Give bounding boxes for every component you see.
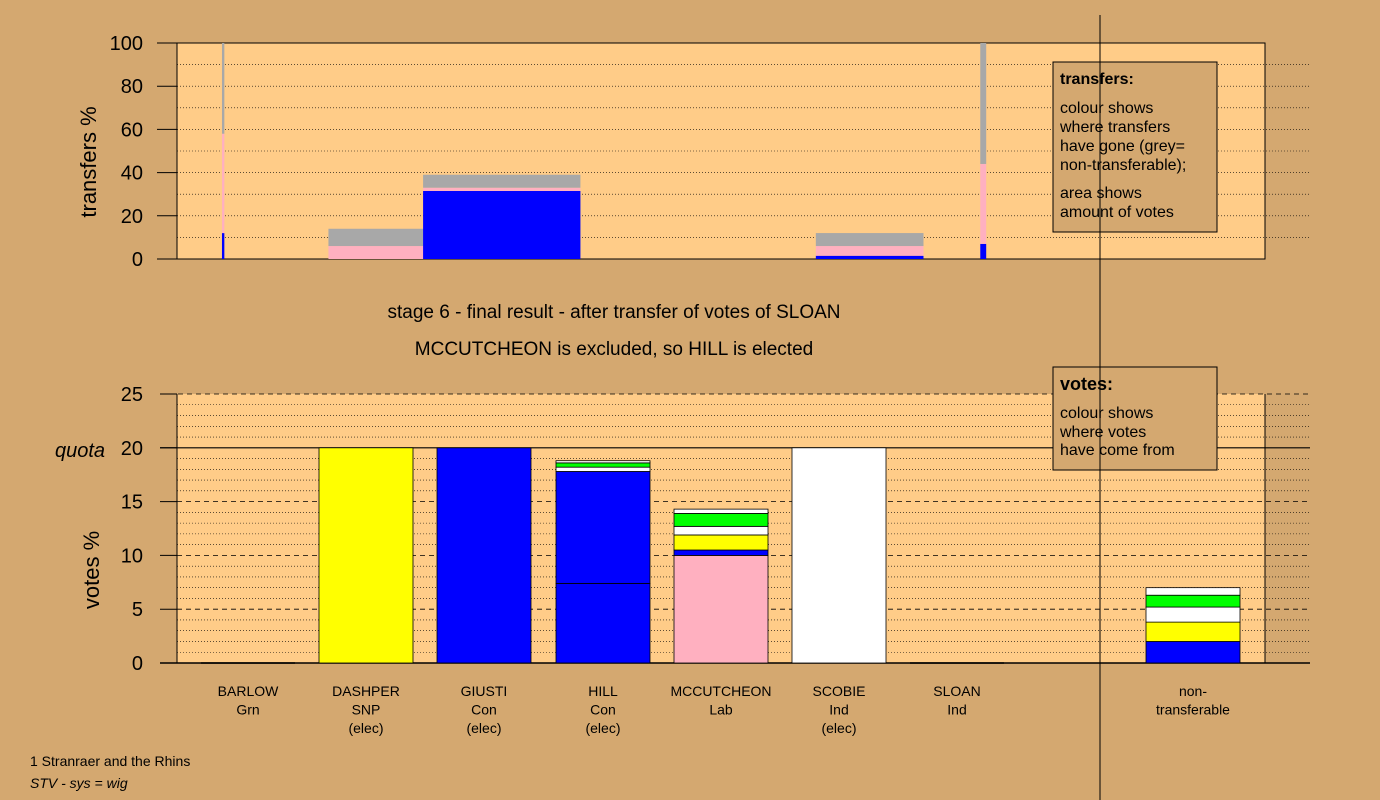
- transfer-bar-segment: [980, 163, 987, 244]
- votes-legend-line: colour shows: [1060, 405, 1153, 422]
- transfers-legend-line: colour shows: [1060, 100, 1153, 117]
- candidate-label: GIUSTI: [461, 683, 508, 699]
- vote-bar-segment: [673, 534, 769, 551]
- transfer-bar-segment: [423, 174, 581, 188]
- vote-bar-segment: [791, 447, 887, 664]
- transfers-legend: transfers: colour shows where transfers …: [1052, 61, 1218, 233]
- transfer-bar-segment: [328, 246, 439, 259]
- votes-tick-label: 20: [121, 438, 143, 460]
- vote-bar-segment: [1145, 594, 1241, 608]
- votes-bars: [201, 447, 1241, 664]
- candidate-label: Grn: [236, 702, 259, 718]
- transfers-legend-line: amount of votes: [1060, 204, 1174, 221]
- transfers-tick-label: 100: [110, 33, 143, 55]
- candidate-label: Ind: [947, 702, 966, 718]
- candidate-label: Con: [471, 702, 497, 718]
- vote-bar-segment: [555, 460, 651, 464]
- footer-system: STV - sys = wig: [30, 775, 128, 791]
- quota-label: quota: [55, 440, 105, 462]
- votes-tick-label: 10: [121, 545, 143, 567]
- transfer-bar-segment: [980, 243, 987, 259]
- transfers-legend-line: area shows: [1060, 185, 1142, 202]
- transfers-legend-line: non-transferable);: [1060, 157, 1186, 174]
- vote-bar-segment: [555, 582, 651, 664]
- vote-bar-segment: [673, 513, 769, 527]
- votes-tick-label: 0: [132, 653, 143, 675]
- transfer-bar-segment: [980, 43, 987, 164]
- vote-bar-segment: [555, 471, 651, 584]
- transfers-legend-line: have gone (grey=: [1060, 138, 1185, 155]
- candidate-label: SCOBIE: [813, 683, 866, 699]
- vote-bar-segment: [555, 462, 651, 468]
- vote-bar-segment: [555, 466, 651, 472]
- vote-bar-segment: [318, 447, 414, 664]
- votes-category-labels: BARLOW Grn DASHPER SNP (elec) GIUSTI Con (elec)…: [218, 683, 1231, 736]
- vote-bar-segment: [673, 549, 769, 556]
- transfers-y-axis-label: transfers %: [76, 106, 101, 217]
- votes-tick-label: 5: [132, 599, 143, 621]
- vote-bar-segment: [673, 525, 769, 536]
- transfers-legend-line: where transfers: [1059, 119, 1170, 136]
- vote-bar-segment: [1145, 641, 1241, 664]
- transfer-bar-segment: [423, 190, 581, 259]
- candidate-label: Lab: [709, 702, 733, 718]
- candidate-label: (elec): [466, 720, 501, 736]
- candidate-label: Con: [590, 702, 616, 718]
- votes-legend-title: votes:: [1060, 374, 1113, 394]
- candidate-label: (elec): [821, 720, 856, 736]
- candidate-label: (elec): [348, 720, 383, 736]
- votes-legend-line: have come from: [1060, 442, 1175, 459]
- stage-caption: stage 6 - final result - after transfer …: [387, 302, 840, 323]
- votes-y-ticks: 0 5 10 15 20 25: [121, 384, 177, 675]
- transfers-chart: 0 20 40 60 80 100 transfers % transfers: colo…: [76, 33, 1310, 271]
- transfer-bar-segment: [815, 255, 924, 259]
- transfers-legend-title: transfers:: [1060, 71, 1134, 88]
- transfers-tick-label: 0: [132, 249, 143, 271]
- transfers-y-ticks: 0 20 40 60 80 100: [110, 33, 177, 271]
- transfer-bar-segment: [815, 233, 924, 247]
- transfers-bars: [221, 43, 987, 259]
- outcome-caption: MCCUTCHEON is excluded, so HILL is elect…: [415, 339, 813, 360]
- candidate-label: MCCUTCHEON: [670, 683, 771, 699]
- candidate-label: HILL: [588, 683, 618, 699]
- vote-bar-segment: [1145, 606, 1241, 623]
- vote-bar-segment: [673, 555, 769, 664]
- transfer-bar-segment: [815, 246, 924, 256]
- votes-chart: 0 5 10 15 20 25 quota votes % BARLOW Grn DASHPE…: [55, 366, 1310, 736]
- votes-tick-label: 25: [121, 384, 143, 406]
- candidate-label: (elec): [585, 720, 620, 736]
- candidate-label: transferable: [1156, 702, 1230, 718]
- transfer-bar-segment: [221, 233, 225, 259]
- transfer-bar-segment: [221, 43, 225, 134]
- transfers-tick-label: 60: [121, 119, 143, 141]
- votes-legend: votes: colour shows where votes have com…: [1052, 366, 1218, 471]
- candidate-label: SLOAN: [933, 683, 980, 699]
- vote-bar-segment: [1145, 621, 1241, 642]
- votes-y-axis-label: votes %: [79, 531, 104, 609]
- candidate-label: SNP: [352, 702, 381, 718]
- candidate-label: DASHPER: [332, 683, 400, 699]
- transfers-tick-label: 80: [121, 76, 143, 98]
- transfers-tick-label: 40: [121, 163, 143, 185]
- vote-bar-segment: [436, 447, 532, 664]
- vote-bar-segment: [1145, 587, 1241, 596]
- candidate-label: non-: [1179, 683, 1207, 699]
- vote-bar-segment: [673, 508, 769, 514]
- candidate-label: BARLOW: [218, 683, 279, 699]
- footer-region: 1 Stranraer and the Rhins: [30, 753, 190, 769]
- transfers-tick-label: 20: [121, 206, 143, 228]
- transfer-bar-segment: [423, 187, 581, 191]
- votes-tick-label: 15: [121, 492, 143, 514]
- transfer-bar-segment: [328, 228, 439, 247]
- candidate-label: Ind: [829, 702, 848, 718]
- transfer-bar-segment: [221, 133, 225, 234]
- votes-legend-line: where votes: [1059, 424, 1146, 441]
